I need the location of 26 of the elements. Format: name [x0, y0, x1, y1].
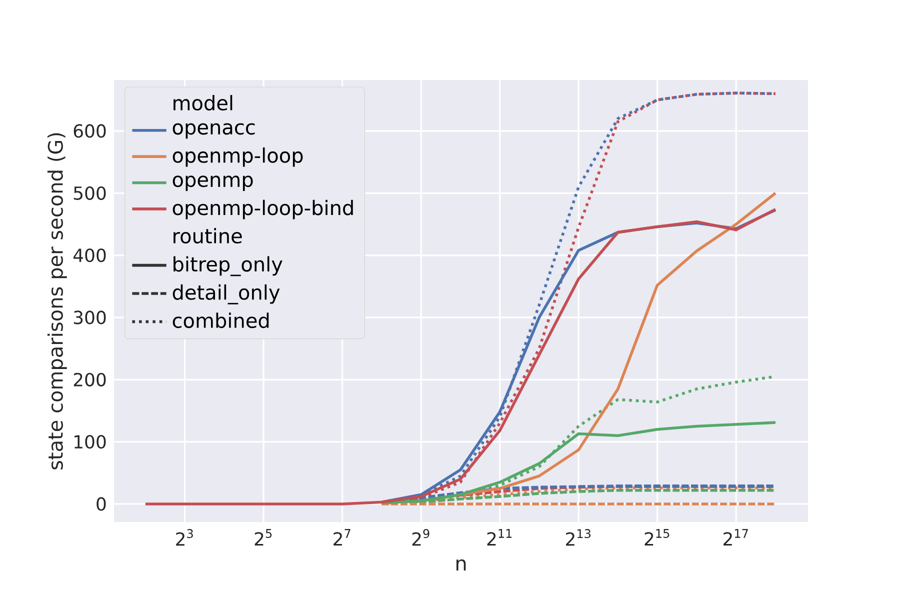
- x-tick-label: 2$^{15}$: [644, 529, 670, 546]
- annotation: bitrep_only: [174, 256, 282, 276]
- x-tick-label: 2$^{3}$: [176, 529, 193, 546]
- legend-label: openmp: [172, 176, 253, 192]
- x-tick-label: 2$^{9}$: [412, 529, 430, 546]
- legend-label: openmp-loop: [172, 147, 303, 167]
- x-tick-label: 2$^{17}$: [724, 529, 748, 546]
- y-tick-label: 600: [74, 124, 106, 138]
- y-tick-label: 400: [73, 248, 106, 262]
- y-tick-label: 100: [74, 434, 106, 449]
- y-tick-label: 200: [74, 372, 106, 386]
- x-tick-label: 2$^{11}$: [487, 529, 512, 546]
- annotation: detail_only: [172, 284, 280, 304]
- y-tick-label: 500: [74, 186, 106, 200]
- legend-label: openacc: [172, 123, 255, 139]
- x-tick-label: 2$^{7}$: [334, 529, 350, 546]
- y-tick-label: 0: [96, 497, 106, 511]
- x-axis-title: n: [456, 559, 466, 571]
- x-tick-label: 2$^{5}$: [254, 529, 272, 546]
- annotation: routine: [174, 228, 242, 244]
- legend-title: model: [174, 95, 232, 111]
- y-tick-label: 300: [74, 310, 106, 324]
- y-axis-title: state comparisons per second (G): [47, 133, 67, 470]
- annotation: combined: [172, 312, 269, 328]
- legend-label: openmp-loop-bind: [172, 200, 353, 220]
- x-tick-label: 2$^{13}$: [566, 529, 590, 546]
